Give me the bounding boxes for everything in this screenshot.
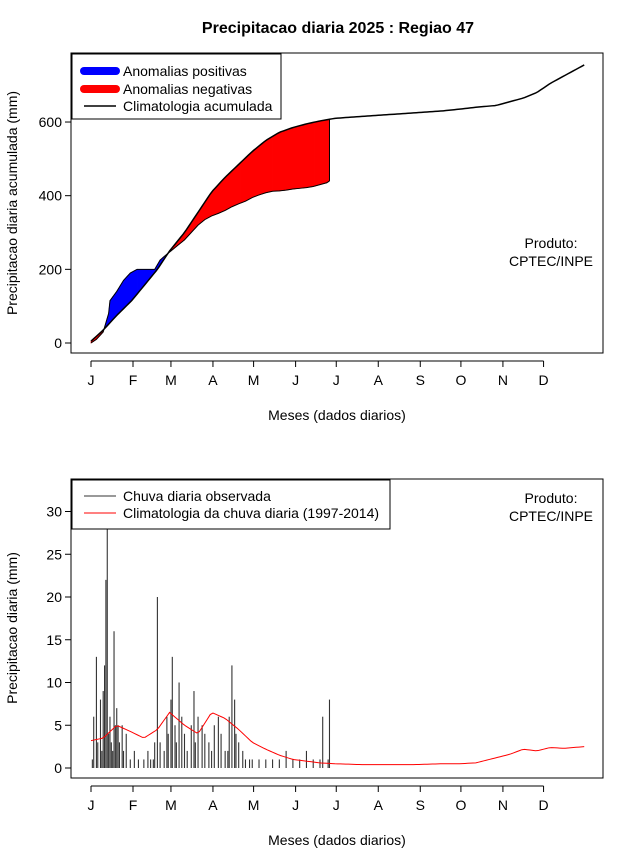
product-label: Produto: bbox=[525, 490, 578, 506]
x-tick-label: A bbox=[374, 797, 384, 813]
y-tick-label: 10 bbox=[46, 675, 62, 691]
y-tick-label: 25 bbox=[46, 546, 62, 562]
x-tick-label: D bbox=[539, 372, 549, 388]
y-tick-label: 5 bbox=[54, 717, 62, 733]
x-tick-label: M bbox=[248, 372, 260, 388]
y-axis: 0 5 10 15 20 25 30 bbox=[46, 504, 72, 776]
daily-chart: 0 5 10 15 20 25 30 J F M A M J J A S O N D Precipitacao d… bbox=[4, 478, 604, 848]
legend-box bbox=[71, 479, 391, 530]
line-layer bbox=[90, 711, 585, 766]
y-axis: 0 200 400 600 bbox=[39, 114, 72, 351]
x-tick-label: J bbox=[292, 372, 299, 388]
y-tick-label: 30 bbox=[46, 504, 62, 520]
chart-title: Precipitacao diaria 2025 : Regiao 47 bbox=[202, 20, 474, 37]
anomaly-fill-layer bbox=[90, 118, 330, 344]
x-tick-label: O bbox=[455, 372, 466, 388]
x-tick-label: A bbox=[208, 797, 218, 813]
y-tick-label: 400 bbox=[39, 188, 63, 204]
x-tick-label: M bbox=[165, 372, 177, 388]
x-tick-label: S bbox=[416, 372, 425, 388]
x-tick-label: A bbox=[374, 372, 384, 388]
product-source: CPTEC/INPE bbox=[509, 253, 593, 269]
y-tick-label: 0 bbox=[54, 760, 62, 776]
y-tick-label: 200 bbox=[39, 261, 63, 277]
bar-layer bbox=[91, 528, 331, 768]
x-axis-label: Meses (dados diarios) bbox=[268, 832, 406, 848]
climatology-line bbox=[90, 711, 585, 766]
line-layer bbox=[90, 64, 585, 344]
x-tick-label: M bbox=[248, 797, 260, 813]
x-axis-label: Meses (dados diarios) bbox=[268, 407, 406, 423]
legend-label: Climatologia acumulada bbox=[123, 98, 273, 114]
legend-label: Climatologia da chuva diaria (1997-2014) bbox=[123, 505, 379, 521]
y-tick-label: 20 bbox=[46, 589, 62, 605]
x-tick-label: N bbox=[498, 372, 508, 388]
x-tick-label: J bbox=[333, 372, 340, 388]
x-tick-label: S bbox=[416, 797, 425, 813]
x-tick-label: D bbox=[539, 797, 549, 813]
y-axis-label: Precipitacao diaria acumulada (mm) bbox=[4, 91, 20, 315]
x-tick-label: J bbox=[88, 797, 95, 813]
product-label: Produto: bbox=[525, 235, 578, 251]
x-tick-label: F bbox=[129, 372, 138, 388]
product-source: CPTEC/INPE bbox=[509, 508, 593, 524]
x-tick-label: J bbox=[333, 797, 340, 813]
legend: Anomalias positivas Anomalias negativas … bbox=[71, 53, 282, 120]
x-tick-label: A bbox=[208, 372, 218, 388]
legend: Chuva diaria observada Climatologia da c… bbox=[71, 479, 391, 530]
legend-label: Chuva diaria observada bbox=[123, 488, 271, 504]
x-tick-label: J bbox=[292, 797, 299, 813]
x-tick-label: J bbox=[88, 372, 95, 388]
y-tick-label: 600 bbox=[39, 114, 63, 130]
x-tick-label: O bbox=[455, 797, 466, 813]
y-tick-label: 15 bbox=[46, 632, 62, 648]
legend-label: Anomalias negativas bbox=[123, 81, 252, 97]
x-tick-label: F bbox=[129, 797, 138, 813]
y-tick-label: 0 bbox=[54, 335, 62, 351]
cumulative-chart: Precipitacao diaria 2025 : Regiao 47 0 20… bbox=[4, 20, 604, 423]
climatology-line bbox=[90, 64, 585, 342]
x-tick-label: N bbox=[498, 797, 508, 813]
observed-line bbox=[90, 180, 330, 344]
legend-label: Anomalias positivas bbox=[123, 63, 247, 79]
x-tick-label: M bbox=[165, 797, 177, 813]
y-axis-label: Precipitacao diaria (mm) bbox=[4, 552, 20, 704]
